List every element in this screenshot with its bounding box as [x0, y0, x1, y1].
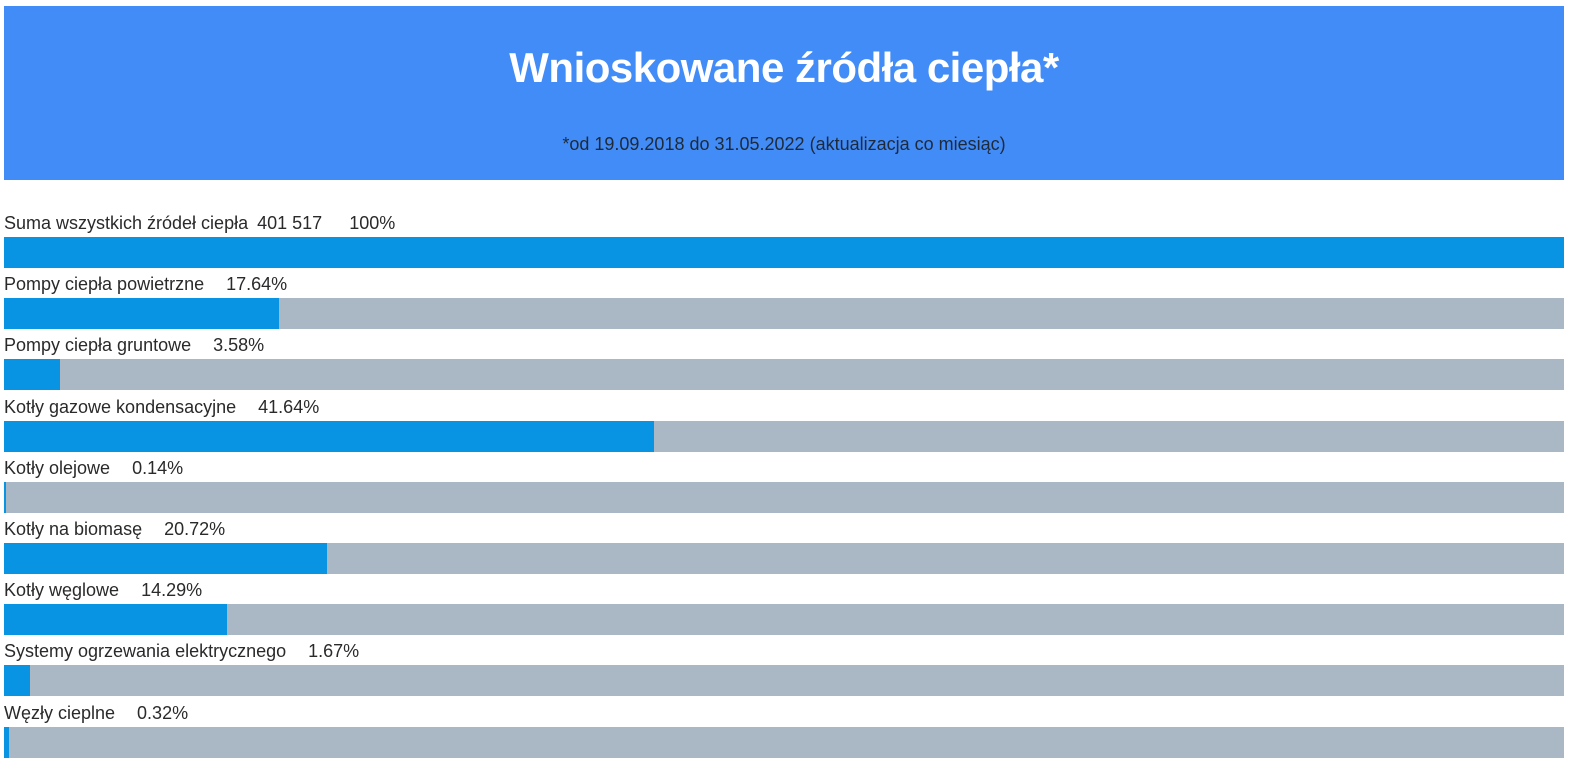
bar-label: Węzły cieplne 0.32% — [4, 701, 188, 725]
bar-row: Kotły olejowe 0.14% — [4, 453, 1564, 514]
bar-fill — [4, 604, 227, 636]
bar-fill — [4, 359, 60, 391]
category-label: Kotły olejowe — [4, 457, 111, 478]
bar-track-total — [4, 237, 1564, 268]
total-count: 401 517 — [257, 213, 323, 233]
bar-fill — [4, 665, 31, 697]
bar-fill — [4, 542, 328, 574]
bar-fill — [4, 726, 9, 758]
chart-header: Wnioskowane źródła ciepła* *od 19.09.201… — [4, 6, 1564, 180]
total-percent: 100% — [349, 213, 396, 233]
bar-row: Kotły węglowe 14.29% — [4, 575, 1564, 636]
bar-label: Pompy ciepła gruntowe 3.58% — [4, 333, 264, 357]
chart-subtitle: *od 19.09.2018 do 31.05.2022 (aktualizac… — [562, 134, 1006, 154]
bar-label: Kotły olejowe 0.14% — [4, 456, 183, 480]
bar-track — [4, 604, 1564, 636]
category-label: Pompy ciepła powietrzne — [4, 274, 205, 295]
bar-label: Systemy ogrzewania elektrycznego 1.67% — [4, 639, 359, 663]
bar-row: Pompy ciepła powietrzne 17.64% — [4, 269, 1564, 330]
bar-row: Kotły gazowe kondensacyjne 41.64% — [4, 392, 1564, 453]
bar-label: Kotły na biomasę 20.72% — [4, 517, 225, 541]
category-label: Systemy ogrzewania elektrycznego — [4, 641, 287, 662]
bar-row: Pompy ciepła gruntowe 3.58% — [4, 330, 1564, 391]
bar-track — [4, 665, 1564, 697]
bar-fill — [4, 420, 654, 452]
bar-label-total: Suma wszystkich źródeł ciepła 401 517 10… — [4, 211, 395, 235]
bar-rows: Suma wszystkich źródeł ciepła 401 517 10… — [4, 208, 1564, 759]
chart-title: Wnioskowane źródła ciepła* — [509, 44, 1059, 91]
category-label: Kotły węglowe — [4, 580, 120, 601]
bar-track — [4, 542, 1564, 574]
category-label: Kotły na biomasę — [4, 518, 143, 539]
bar-row: Węzły cieplne 0.32% — [4, 698, 1564, 759]
total-label: Suma wszystkich źródeł ciepła — [4, 213, 249, 233]
value-label: 0.14% — [132, 457, 184, 478]
bar-track — [4, 359, 1564, 391]
value-label: 17.64% — [226, 274, 288, 295]
category-label: Pompy ciepła gruntowe — [4, 335, 192, 356]
bar-fill — [4, 481, 7, 513]
category-label: Węzły cieplne — [4, 702, 116, 723]
value-label: 20.72% — [164, 518, 226, 539]
bar-label: Kotły węglowe 14.29% — [4, 578, 202, 602]
bar-label: Kotły gazowe kondensacyjne 41.64% — [4, 395, 319, 419]
value-label: 1.67% — [308, 641, 360, 662]
bar-row: Systemy ogrzewania elektrycznego 1.67% — [4, 636, 1564, 697]
category-label: Kotły gazowe kondensacyjne — [4, 396, 237, 417]
bar-track — [4, 298, 1564, 330]
value-label: 41.64% — [258, 396, 320, 417]
value-label: 14.29% — [141, 580, 203, 601]
value-label: 0.32% — [137, 702, 189, 723]
bar-row-total: Suma wszystkich źródeł ciepła 401 517 10… — [4, 208, 1564, 269]
bar-track — [4, 420, 1564, 452]
bar-track — [4, 726, 1564, 758]
bar-row: Kotły na biomasę 20.72% — [4, 514, 1564, 575]
bar-fill — [4, 298, 280, 330]
bar-fill-total — [4, 237, 1564, 268]
value-label: 3.58% — [213, 335, 265, 356]
bar-track — [4, 481, 1564, 513]
bar-label: Pompy ciepła powietrzne 17.64% — [4, 272, 287, 296]
